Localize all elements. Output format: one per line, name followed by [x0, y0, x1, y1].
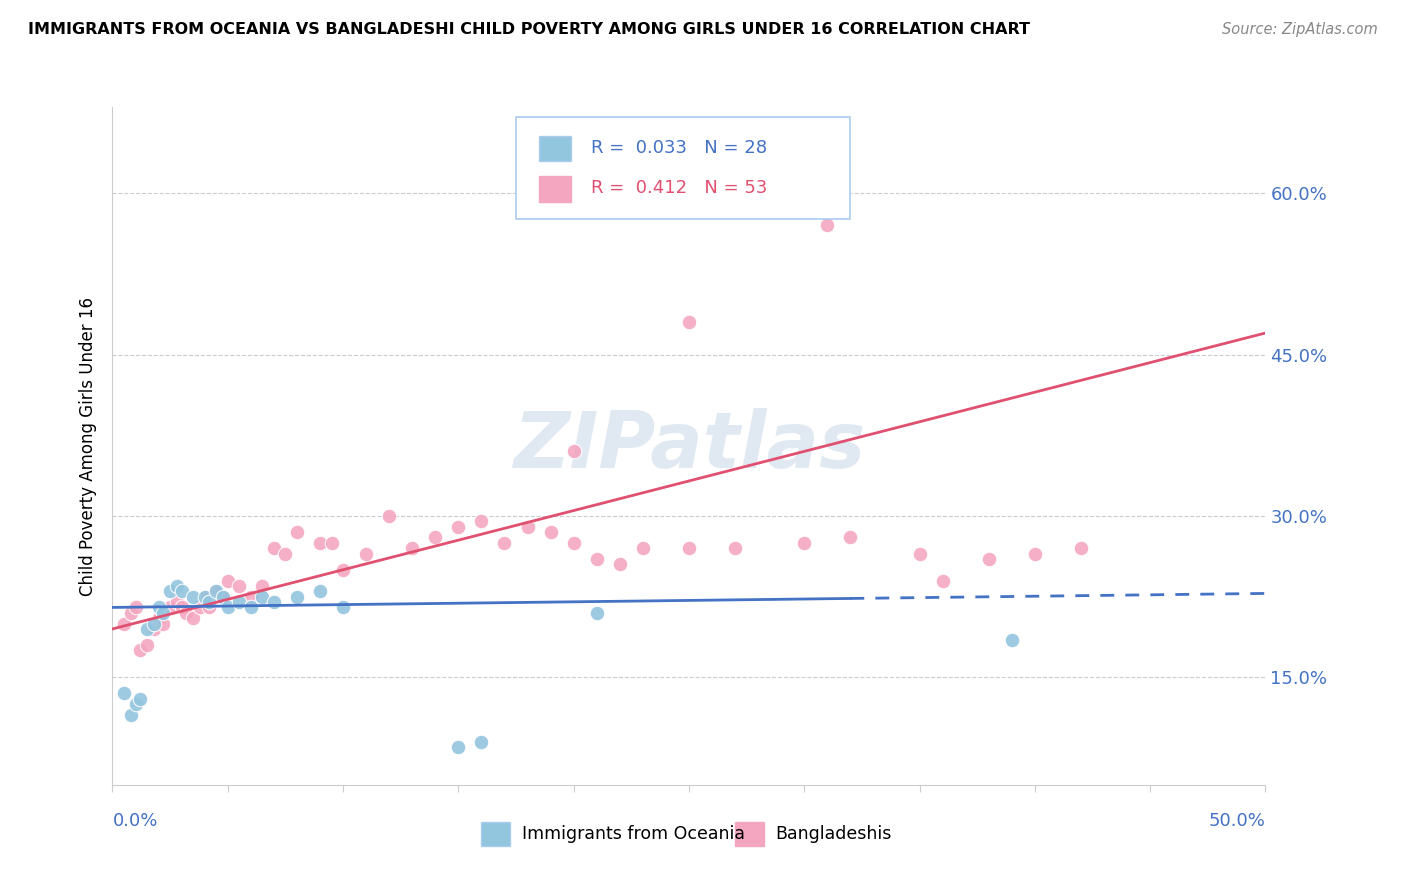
- FancyBboxPatch shape: [538, 177, 571, 202]
- Point: [198, 595, 221, 609]
- Point: [159, 600, 181, 615]
- Point: [228, 595, 250, 609]
- Point: [112, 686, 135, 700]
- Point: [678, 315, 700, 329]
- FancyBboxPatch shape: [481, 822, 510, 846]
- Point: [136, 638, 159, 652]
- Point: [152, 606, 174, 620]
- Point: [908, 547, 931, 561]
- Point: [447, 740, 470, 755]
- Point: [274, 547, 297, 561]
- Point: [148, 611, 170, 625]
- Point: [212, 590, 235, 604]
- Point: [285, 590, 308, 604]
- Point: [124, 698, 146, 712]
- Point: [148, 600, 170, 615]
- Point: [1070, 541, 1092, 556]
- Text: Immigrants from Oceania: Immigrants from Oceania: [522, 825, 745, 843]
- Text: 50.0%: 50.0%: [1209, 812, 1265, 830]
- Point: [263, 595, 285, 609]
- Point: [152, 616, 174, 631]
- Point: [309, 584, 332, 599]
- Point: [447, 519, 470, 533]
- Point: [143, 616, 166, 631]
- Point: [516, 519, 538, 533]
- Point: [143, 622, 166, 636]
- Point: [631, 541, 654, 556]
- Point: [166, 579, 188, 593]
- Text: R =  0.033   N = 28: R = 0.033 N = 28: [591, 139, 768, 157]
- Point: [136, 622, 159, 636]
- Point: [252, 579, 274, 593]
- Text: IMMIGRANTS FROM OCEANIA VS BANGLADESHI CHILD POVERTY AMONG GIRLS UNDER 16 CORREL: IMMIGRANTS FROM OCEANIA VS BANGLADESHI C…: [28, 22, 1031, 37]
- Text: R =  0.412   N = 53: R = 0.412 N = 53: [591, 179, 768, 197]
- Point: [166, 595, 188, 609]
- Point: [129, 643, 152, 657]
- Point: [585, 606, 607, 620]
- Point: [228, 579, 250, 593]
- Point: [217, 574, 239, 588]
- Point: [332, 563, 354, 577]
- Point: [194, 590, 217, 604]
- Point: [198, 600, 221, 615]
- Point: [194, 590, 217, 604]
- Point: [205, 584, 228, 599]
- Text: Bangladeshis: Bangladeshis: [776, 825, 891, 843]
- Text: Source: ZipAtlas.com: Source: ZipAtlas.com: [1222, 22, 1378, 37]
- FancyBboxPatch shape: [538, 136, 571, 161]
- Point: [378, 508, 401, 523]
- Point: [239, 590, 262, 604]
- Point: [212, 590, 235, 604]
- Point: [120, 606, 142, 620]
- Point: [321, 536, 343, 550]
- Point: [120, 708, 142, 723]
- Point: [585, 552, 607, 566]
- Point: [159, 584, 181, 599]
- Point: [494, 536, 516, 550]
- Point: [188, 600, 211, 615]
- Point: [285, 525, 308, 540]
- FancyBboxPatch shape: [735, 822, 763, 846]
- Point: [170, 600, 193, 615]
- Point: [181, 590, 204, 604]
- Point: [678, 541, 700, 556]
- Point: [174, 606, 197, 620]
- Point: [170, 584, 193, 599]
- FancyBboxPatch shape: [516, 117, 851, 219]
- Point: [124, 600, 146, 615]
- Point: [1001, 632, 1024, 647]
- Point: [425, 531, 447, 545]
- Point: [332, 600, 354, 615]
- Point: [354, 547, 377, 561]
- Point: [112, 616, 135, 631]
- Y-axis label: Child Poverty Among Girls Under 16: Child Poverty Among Girls Under 16: [79, 296, 97, 596]
- Point: [181, 611, 204, 625]
- Point: [793, 536, 815, 550]
- Point: [977, 552, 1000, 566]
- Point: [205, 584, 228, 599]
- Point: [239, 600, 262, 615]
- Point: [562, 444, 585, 458]
- Point: [470, 514, 492, 528]
- Point: [252, 590, 274, 604]
- Text: 0.0%: 0.0%: [112, 812, 157, 830]
- Point: [129, 691, 152, 706]
- Point: [815, 219, 838, 233]
- Point: [401, 541, 423, 556]
- Point: [540, 525, 562, 540]
- Point: [217, 600, 239, 615]
- Point: [609, 558, 631, 572]
- Point: [839, 531, 862, 545]
- Point: [1024, 547, 1046, 561]
- Point: [263, 541, 285, 556]
- Text: ZIPatlas: ZIPatlas: [513, 408, 865, 484]
- Point: [562, 536, 585, 550]
- Point: [931, 574, 953, 588]
- Point: [309, 536, 332, 550]
- Point: [470, 735, 492, 749]
- Point: [724, 541, 747, 556]
